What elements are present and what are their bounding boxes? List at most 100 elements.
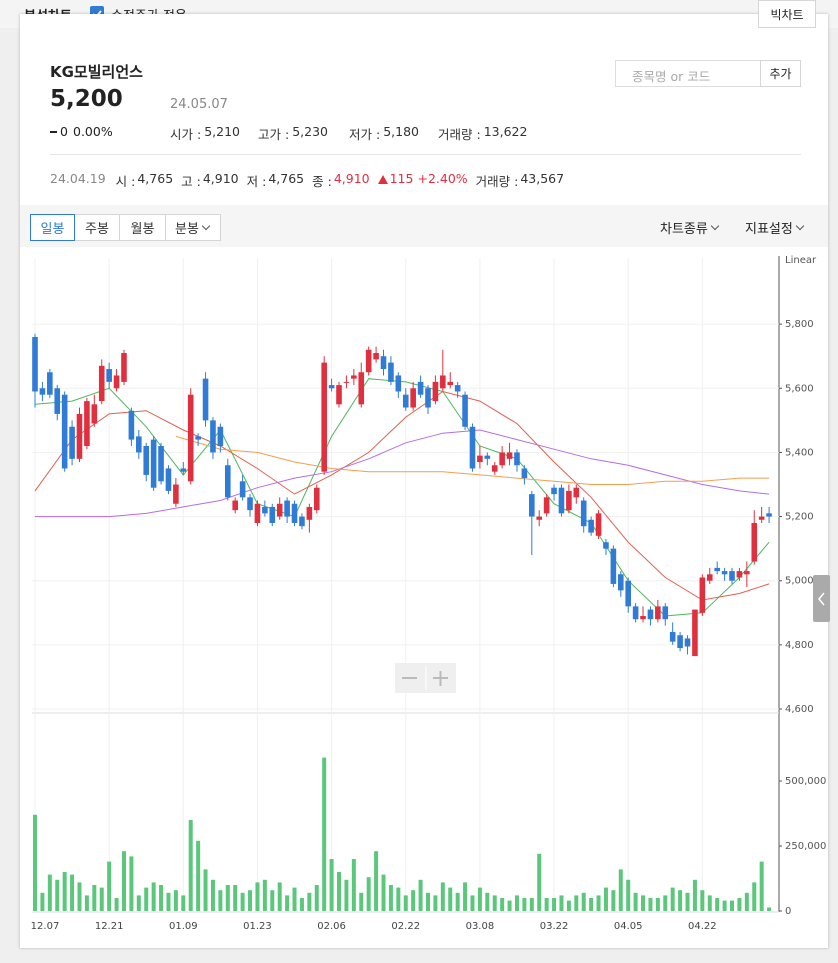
candle-body: [491, 465, 498, 472]
volume-bar: [99, 887, 104, 911]
period-button[interactable]: 월봉: [119, 214, 166, 241]
volume-bar: [188, 820, 193, 911]
menu-button[interactable]: 지표설정: [745, 218, 805, 237]
candle-body: [351, 375, 357, 379]
menu-button[interactable]: 차트종류: [660, 218, 720, 237]
x-tick-label: 03.22: [540, 921, 569, 932]
volume-bar: [136, 895, 141, 911]
candle-body: [551, 487, 557, 495]
volume-bar: [307, 892, 312, 911]
candle-body: [536, 516, 543, 520]
candle-body: [373, 353, 379, 360]
x-tick-label: 12.21: [95, 921, 124, 932]
candle-body: [566, 490, 572, 511]
candle-body: [32, 336, 38, 392]
volume-bar: [270, 890, 275, 911]
hover-change-pct: +2.40%: [417, 171, 468, 186]
volume-bar: [433, 895, 438, 911]
candle-body: [684, 638, 691, 647]
side-tab[interactable]: [813, 575, 830, 622]
stat-value: 5,180: [383, 124, 419, 139]
candle-body: [47, 372, 53, 395]
stock-name: KG모빌리언스: [50, 63, 143, 81]
candle-body: [365, 349, 372, 373]
stat-value: 13,622: [483, 124, 528, 139]
volume-bar: [678, 890, 683, 911]
x-tick-label: 04.05: [614, 921, 643, 932]
hover-label: 고 :: [181, 174, 201, 189]
volume-bar: [151, 882, 156, 911]
period-button[interactable]: 일봉: [30, 214, 75, 241]
candle-body: [729, 571, 735, 581]
y-tick-label: 5,200: [785, 512, 814, 523]
zoom-controls[interactable]: [395, 663, 456, 693]
y-tick-label: 5,400: [785, 447, 814, 458]
candle-body: [343, 381, 350, 383]
volume-bar: [603, 887, 608, 911]
y-tick-label: 5,800: [785, 319, 814, 330]
candle-body: [662, 606, 669, 620]
candle-body: [588, 519, 594, 533]
period-button[interactable]: 주봉: [74, 214, 120, 241]
volume-bar: [655, 898, 660, 911]
volume-bar: [589, 898, 594, 911]
x-tick-label: 02.06: [317, 921, 346, 932]
volume-bar: [262, 879, 267, 911]
x-tick-label: 12.07: [31, 921, 60, 932]
volume-bar: [181, 895, 186, 911]
plot: 12.07 12.21 01.09 01.23 02.06 02.22 03.08 03.22…: [31, 255, 827, 932]
candle-body: [469, 426, 476, 469]
candle-body: [313, 487, 320, 511]
candle-body: [84, 401, 90, 447]
candle-body: [69, 426, 75, 459]
volume-bar: [196, 840, 201, 911]
volume-bar: [470, 895, 475, 911]
candle-body: [543, 497, 550, 514]
y-tick-label: 0: [785, 906, 791, 917]
volume-bar: [403, 895, 408, 911]
candle-body: [521, 468, 528, 479]
candle-body: [766, 513, 772, 517]
stat-label: 저가 :: [349, 127, 381, 142]
volume-bar: [507, 900, 512, 911]
volume-bar: [559, 895, 564, 911]
period-button[interactable]: 분봉: [165, 214, 221, 241]
candle-body: [358, 372, 365, 405]
volume-bar: [440, 882, 445, 911]
candle-body: [380, 356, 387, 370]
candle-body: [580, 500, 587, 527]
candle-body: [388, 362, 394, 382]
volume-bar: [173, 890, 178, 911]
volume-bar: [70, 874, 75, 911]
candle-body: [514, 452, 520, 466]
candle-body: [640, 615, 646, 620]
candle-body: [462, 394, 468, 427]
candle-body: [106, 369, 112, 382]
volume-bar: [114, 898, 119, 911]
volume-bar: [329, 859, 334, 911]
candle-body: [121, 353, 127, 382]
candle-body: [91, 404, 98, 424]
candle-body: [262, 506, 268, 514]
volume-bar: [203, 869, 208, 911]
big-chart-button[interactable]: 빅차트: [758, 0, 816, 28]
x-tick-label: 03.08: [466, 921, 495, 932]
x-tick-label: 04.22: [688, 921, 717, 932]
volume-bar: [448, 887, 453, 911]
candle-body: [721, 571, 728, 575]
candle-body: [573, 487, 580, 498]
add-button[interactable]: 추가: [760, 60, 801, 87]
candle-body: [232, 500, 239, 511]
stock-price: 5,200: [50, 86, 123, 112]
stat-value: 5,230: [292, 124, 328, 139]
volume-bar: [500, 898, 505, 911]
volume-bar: [292, 887, 297, 911]
moving-average: [35, 429, 770, 518]
volume-bar: [396, 887, 401, 911]
candle-body: [165, 468, 172, 491]
candle-body: [328, 385, 335, 389]
candle-body: [143, 446, 150, 475]
side-tab-bg[interactable]: [813, 575, 830, 622]
volume-bar: [626, 879, 631, 911]
